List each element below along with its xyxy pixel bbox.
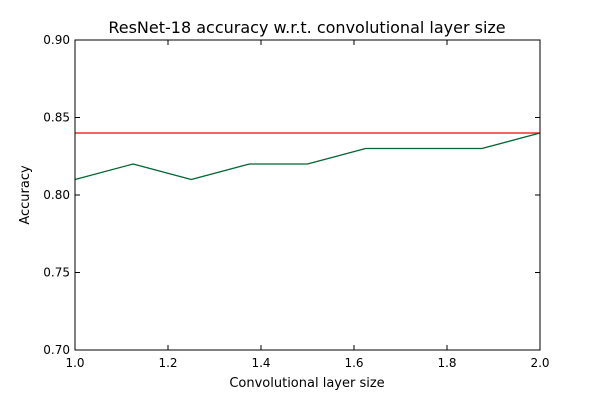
y-tick-label: 0.70 (43, 343, 70, 357)
x-tick-label: 1.6 (344, 356, 363, 370)
x-tick-label: 1.2 (158, 356, 177, 370)
y-tick-label: 0.85 (43, 111, 70, 125)
y-tick-label: 0.90 (43, 33, 70, 47)
chart-title: ResNet-18 accuracy w.r.t. convolutional … (108, 18, 505, 37)
x-axis-label: Convolutional layer size (229, 376, 384, 391)
series-line-1 (74, 132, 541, 181)
y-axis-label: Accuracy (18, 165, 33, 225)
y-tick-label: 0.80 (43, 188, 70, 202)
x-tick-label: 1.4 (251, 356, 270, 370)
y-tick-label: 0.75 (43, 266, 70, 280)
series-layer (74, 132, 541, 181)
x-tick-label: 1.8 (437, 356, 456, 370)
x-tick-label: 1.0 (65, 356, 84, 370)
tick-layer: 1.0 1.2 1.4 1.6 1.8 2.0 0.70 0.75 0.80 0.85 0.90 (43, 33, 549, 370)
x-tick-label: 2.0 (530, 356, 549, 370)
plot-frame (74, 39, 541, 351)
